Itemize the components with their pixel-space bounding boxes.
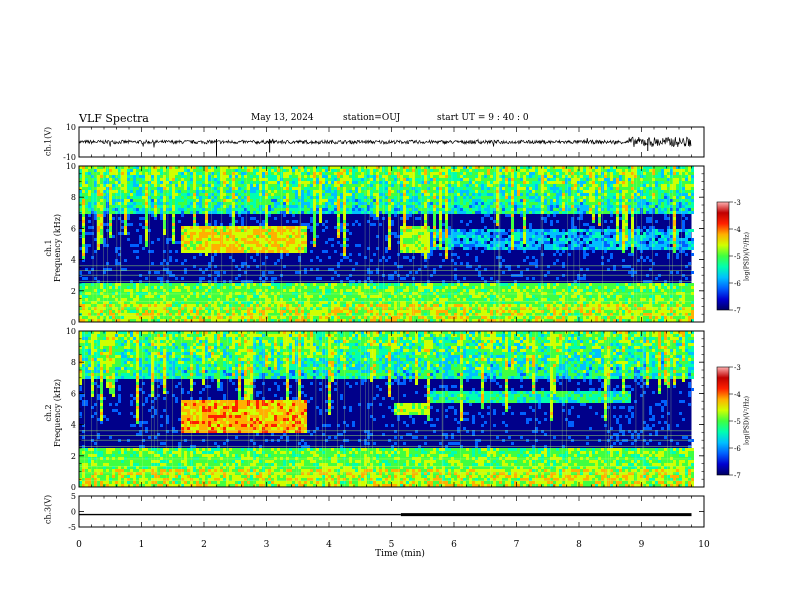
y-tick-label: 4 — [71, 421, 76, 430]
y-tick-label: 4 — [71, 256, 76, 265]
colorbar-tick-label: -3 — [734, 199, 741, 207]
y-tick-label: 8 — [71, 358, 76, 367]
ch1-waveform-trace — [78, 136, 692, 148]
x-tick-label: 3 — [264, 540, 270, 550]
x-tick-label: 5 — [389, 540, 395, 550]
ch1-waveform-ylabel: ch.1(V) — [43, 126, 53, 157]
y-tick-label: 2 — [71, 452, 76, 461]
y-tick-label: 6 — [71, 389, 76, 398]
x-tick-label: 6 — [451, 540, 457, 550]
colorbar-tick-label: -5 — [734, 418, 741, 426]
x-tick-label: 0 — [76, 540, 82, 550]
x-tick-label: 2 — [201, 540, 207, 550]
x-tick-label: 1 — [139, 540, 145, 550]
ch1-spectrogram-image — [79, 166, 694, 322]
y-tick-label: 0 — [71, 483, 76, 492]
colorbar-tick-label: -7 — [734, 472, 741, 480]
date-label: May 13, 2024 — [251, 113, 314, 123]
y-tick-label: 2 — [71, 287, 76, 296]
colorbar-2-label: log(PSD)(V²/Hz) — [743, 396, 751, 445]
y-tick-label: 10 — [66, 162, 76, 171]
y-tick-label: 10 — [66, 123, 76, 132]
y-tick-label: 0 — [71, 508, 76, 517]
chart-title: VLF Spectra — [79, 112, 149, 125]
x-tick-label: 9 — [639, 540, 645, 550]
y-tick-label: -5 — [68, 523, 76, 532]
ch1-spectrogram-ylabel: ch.1 Frequency (kHz) — [44, 213, 62, 283]
x-tick-label: 8 — [576, 540, 582, 550]
station-label: station=OUJ — [343, 113, 401, 123]
colorbar-1-label: log(PSD)(V²/Hz) — [743, 232, 751, 281]
ch2-spectrogram-image — [79, 331, 694, 487]
colorbar-tick-label: -5 — [734, 253, 741, 261]
ch3-voltage-ylabel: ch.3(V) — [43, 494, 53, 525]
colorbar-tick-label: -6 — [734, 445, 741, 453]
start-time-label: start UT = 9 : 40 : 0 — [437, 113, 529, 123]
y-tick-label: -10 — [63, 153, 76, 162]
colorbar-tick-label: -4 — [734, 391, 741, 399]
y-tick-label: 8 — [71, 193, 76, 202]
colorbar-2 — [716, 366, 730, 476]
y-tick-label: 10 — [66, 327, 76, 336]
y-tick-label: 5 — [71, 492, 76, 501]
colorbar-tick-label: -6 — [734, 280, 741, 288]
x-tick-label: 4 — [326, 540, 332, 550]
colorbar-1 — [716, 201, 730, 311]
colorbar-tick-label: -7 — [734, 307, 741, 315]
x-tick-label: 7 — [514, 540, 520, 550]
y-tick-label: 6 — [71, 224, 76, 233]
colorbar-tick-label: -3 — [734, 364, 741, 372]
x-axis-label: Time (min) — [375, 549, 425, 559]
ch2-spectrogram-ylabel: ch.2 Frequency (kHz) — [44, 378, 62, 448]
x-tick-label: 10 — [698, 540, 710, 550]
y-tick-label: 0 — [71, 318, 76, 327]
colorbar-tick-label: -4 — [734, 226, 741, 234]
